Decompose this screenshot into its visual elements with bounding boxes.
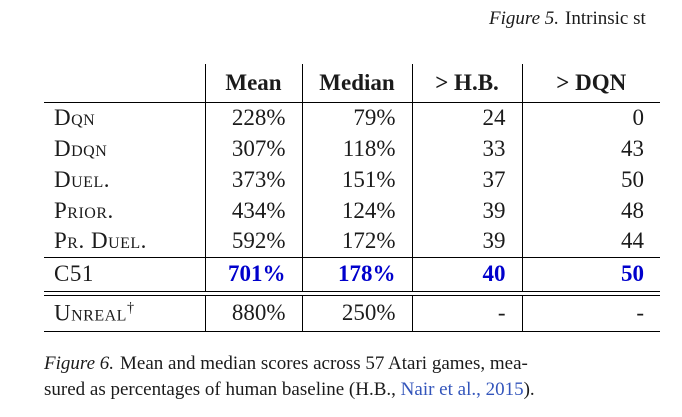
cell-mean: 592% [204,226,302,257]
figure6-label: Figure 6. [44,353,115,374]
dagger-superscript: † [126,299,135,316]
table-row-unreal: Unreal† 880% 250% - - [44,295,660,332]
table-row-c51: C51 701% 178% 40 50 [44,256,660,292]
cell-mean: 434% [204,195,302,226]
row-label: Unreal† [44,295,205,332]
caption-text-3: ). [523,379,535,400]
table-row-pr-duel: Pr. Duel. 592% 172% 39 44 [44,226,660,257]
row-label: C51 [44,256,205,292]
figure5-caption: Figure 5. Intrinsic st [489,8,646,30]
cell-gt-hb: 39 [411,195,522,226]
cell-gt-dqn: 48 [521,195,660,226]
cell-gt-hb: 40 [411,256,522,292]
table-body: Dqn 228% 79% 24 0 Ddqn 307% 118% 33 43 D… [44,102,660,332]
cell-gt-dqn: - [521,295,660,332]
row-label: Duel. [54,166,110,192]
figure5-label: Figure 5. [489,8,560,29]
cell-gt-dqn: 0 [521,102,660,133]
cell-mean: 228% [204,102,302,133]
row-label: Prior. [54,197,114,223]
rule-gap-cell [302,291,412,296]
caption-line-1: Figure 6. Mean and median scores across 5… [44,351,656,377]
rule-gap-cell [44,291,205,296]
figure5-text: Intrinsic st [565,8,646,29]
cell-median: 79% [301,102,412,133]
table-head: Mean Median > H.B. > DQN [44,64,660,103]
row-label: Ddqn [54,135,108,161]
caption-text-1: Mean and median scores across 57 Atari g… [120,353,528,374]
cell-gt-dqn: 44 [521,226,660,257]
results-table: Mean Median > H.B. > DQN Dqn 228% 79% 24… [44,64,660,332]
cell-gt-hb: 24 [411,102,522,133]
cell-mean: 373% [204,164,302,195]
double-rule-gap [44,291,660,296]
cell-mean: 880% [204,295,302,332]
cell-median: 178% [301,256,412,292]
cell-gt-dqn: 50 [521,164,660,195]
cell-median: 124% [301,195,412,226]
header-empty [44,64,205,103]
table-header-row: Mean Median > H.B. > DQN [44,64,660,103]
table-row-prior: Prior. 434% 124% 39 48 [44,195,660,226]
cell-median: 250% [301,295,412,332]
cell-gt-hb: 33 [411,133,522,164]
cell-mean: 307% [204,133,302,164]
header-mean: Mean [204,64,302,103]
row-label: Pr. Duel. [54,228,147,254]
header-median: Median [301,64,412,103]
header-gt-hb: > H.B. [411,64,522,103]
cell-gt-hb: 39 [411,226,522,257]
cell-median: 172% [301,226,412,257]
figure6-caption: Figure 6. Mean and median scores across 5… [44,351,656,403]
cell-median: 151% [301,164,412,195]
cell-gt-dqn: 43 [521,133,660,164]
rule-gap-cell [412,291,522,296]
header-gt-dqn: > DQN [521,64,660,103]
rule-gap-cell [205,291,302,296]
caption-text-2: sured as percentages of human baseline (… [44,379,401,400]
table-row-ddqn: Ddqn 307% 118% 33 43 [44,133,660,164]
row-label: Dqn [54,104,96,130]
cell-median: 118% [301,133,412,164]
cell-gt-hb: - [411,295,522,332]
cell-gt-dqn: 50 [521,256,660,292]
cell-mean: 701% [204,256,302,292]
table-row-duel: Duel. 373% 151% 37 50 [44,164,660,195]
table-row-dqn: Dqn 228% 79% 24 0 [44,102,660,133]
rule-gap-cell [522,291,660,296]
caption-line-2: sured as percentages of human baseline (… [44,377,656,403]
cell-gt-hb: 37 [411,164,522,195]
citation-link[interactable]: Nair et al., 2015 [400,379,524,400]
unreal-label-text: Unreal [54,300,127,326]
